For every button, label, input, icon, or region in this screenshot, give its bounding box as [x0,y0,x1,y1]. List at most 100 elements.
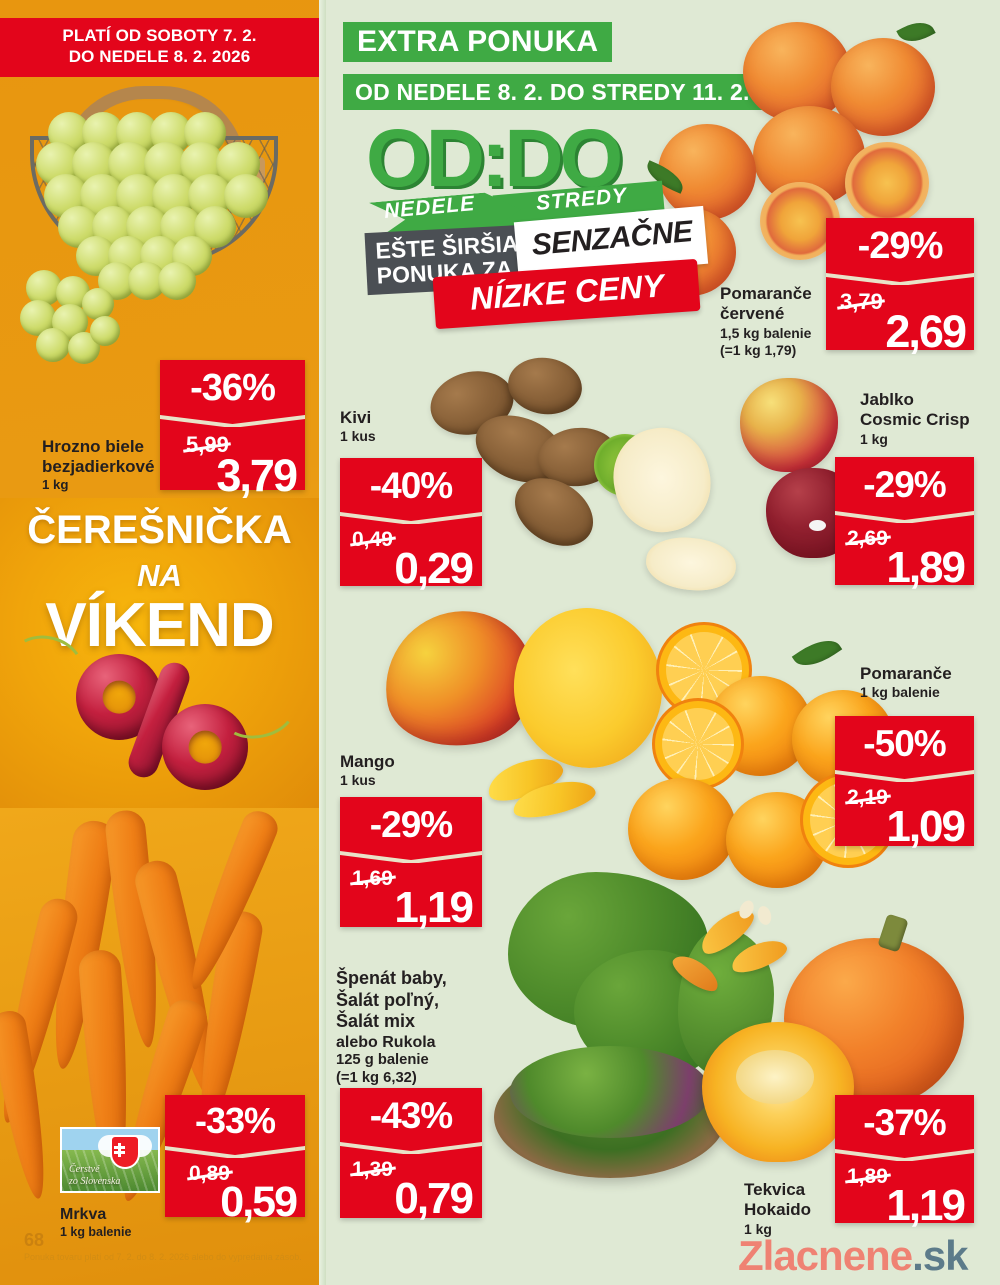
new-price-carrot: 0,59 [220,1178,298,1226]
discount-percent-kivi: -40% [369,465,453,506]
spenat-unit: 125 g balenie [336,1051,429,1068]
old-price-kivi: 0,49 [352,528,393,551]
new-price-mango: 1,19 [394,883,474,932]
pomarance-cervene-name-2: červené [720,304,785,324]
discount-percent-grapes: -36% [190,367,276,409]
grapes-photo [8,80,308,380]
page-number: 68 [24,1230,45,1250]
orange-leaf-3 [791,631,843,675]
pumpkin-seed-cavity [736,1050,814,1104]
discount-percent-mango: -29% [369,804,453,845]
pomarance-cervene-unit-note: (=1 kg 1,79) [720,341,797,358]
price-tag-pomarance-cervene: -29% 3,79 2,69 [826,218,974,354]
tag-notch [835,511,974,523]
discount-percent-spenat: -43% [369,1095,453,1136]
cherry-percent-graphic [1,627,301,798]
mango-half [506,600,670,776]
salad-mix-greens [510,1046,710,1138]
validity-date-banner: PLATÍ OD SOBOTY 7. 2. DO NEDELE 8. 2. 20… [0,18,319,78]
new-price-pomarance-cervene: 2,69 [885,306,967,357]
discount-percent-jablko: -29% [863,464,946,505]
tekvica-name-2: Hokaido [744,1200,812,1220]
price-tag-tekvica: -37% 1,89 1,19 [835,1095,974,1227]
extra-offer-text: EXTRA PONUKA [357,25,599,58]
extra-offer-banner: EXTRA PONUKA [343,22,613,62]
orange-cut-slice [662,708,734,780]
product-label-grapes: Hrozno biele bezjadierkové 1 kg [42,437,162,493]
apple-sticker [809,520,826,531]
mango-unit: 1 kus [340,772,376,789]
left-weekend-panel: PLATÍ OD SOBOTY 7. 2. DO NEDELE 8. 2. 20… [0,0,319,1285]
grape-berry [224,174,268,218]
discount-percent-pomarance-cervene: -29% [857,225,944,267]
product-label-pomarance-cervene: Pomaranče červené 1,5 kg balenie (=1 kg … [720,284,812,358]
tag-notch [340,512,482,524]
tag-notch [160,415,305,427]
price-tag-spenat: -43% 1,39 0,79 [340,1088,482,1220]
product-label-carrot: Mrkva 1 kg balenie [60,1206,131,1240]
promo-line-ceresnicka: ČEREŠNIČKA [27,508,292,552]
od-do-logo: OD:DO NEDELE STREDY EŠTE ŠIRŠIA PONUKA Z… [364,113,709,330]
grape-bunch-lower [20,270,138,378]
spenat-name-2: Šalát poľný, [336,989,439,1010]
new-price-tekvica: 1,19 [886,1181,966,1230]
kivi-unit: 1 kus [340,428,376,445]
old-price-spenat: 1,39 [352,1158,393,1181]
pumpkin-seed-2 [755,904,774,927]
discount-percent-carrot: -33% [194,1100,276,1141]
extra-offer-dates-banner: OD NEDELE 8. 2. DO STREDY 11. 2. [343,74,762,110]
apple-slice [643,533,739,595]
promo-line-na: NA [137,558,182,593]
spenat-alebo-word: alebo [336,1033,383,1051]
carrot-unit: 1 kg balenie [60,1224,132,1239]
blood-orange-4 [658,124,756,220]
tag-notch [340,851,482,863]
cherry-weekend-promo: ČEREŠNIČKA NA VÍKEND [0,498,319,808]
new-price-pomarance: 1,09 [886,802,966,851]
jablko-unit: 1 kg [860,430,888,447]
pomarance-name: Pomaranče [860,664,952,683]
tag-notch [165,1146,305,1158]
slovak-origin-badge: Čerstvé zo Slovenska [60,1127,160,1193]
tag-notch [835,1149,974,1161]
price-tag-jablko: -29% 2,69 1,89 [835,457,974,589]
extra-offer-dates-text: OD NEDELE 8. 2. DO STREDY 11. 2. [355,78,750,105]
kivi-name: Kivi [340,408,372,427]
right-extra-offer-panel: EXTRA PONUKA OD NEDELE 8. 2. DO STREDY 1… [326,0,1000,1285]
grapes-unit: 1 kg [42,477,69,493]
jablko-name-2: Cosmic Crisp [860,410,970,430]
grape-berry [82,288,114,320]
site-watermark: Zlacnene.sk [738,1232,968,1280]
grapes-name-line-1: Hrozno biele [42,437,145,456]
logo-od: OD [366,113,485,204]
old-price-pomarance-cervene: 3,79 [840,289,883,314]
new-price-kivi: 0,29 [394,544,474,593]
spenat-unit-note: (=1 kg 6,32) [336,1069,417,1086]
price-tag-grapes: -36% 5,99 3,79 [160,360,305,498]
blood-orange-cut-1 [845,142,929,224]
od-do-wordmark: OD:DO [366,113,623,204]
slovak-flag-shield-icon [112,1137,138,1167]
new-price-jablko: 1,89 [886,543,966,592]
discount-percent-tekvica: -37% [863,1102,946,1143]
spenat-name-3: Šalát mix [336,1011,416,1032]
product-label-kivi: Kivi 1 kus [340,408,376,445]
old-price-mango: 1,69 [352,867,393,890]
product-label-mango: Mango 1 kus [340,752,395,789]
product-label-tekvica: Tekvica Hokaido 1 kg [744,1180,811,1238]
spenat-name-1: Špenát baby, [336,968,447,988]
new-price-grapes: 3,79 [216,450,298,501]
tag-notch [835,770,974,782]
old-price-grapes: 5,99 [186,432,229,457]
badge-caption-line-1: Čerstvé [69,1164,100,1175]
cherry-percent-circle-bottom [162,704,248,790]
grape-berry [36,328,70,362]
pomarance-unit: 1 kg balenie [860,684,940,701]
price-tag-pomarance: -50% 2,19 1,09 [835,716,974,851]
orange-3 [628,778,736,880]
legal-disclaimer: Ponuka tovaru platí od 7. 2. do 8. 2. 20… [24,1252,302,1262]
pomarance-cervene-unit: 1,5 kg balenie [720,324,812,341]
validity-line-2: DO NEDELE 8. 2. 2026 [68,46,251,66]
product-label-spenat: Špenát baby, Šalát poľný, Šalát mix aleb… [336,968,447,1087]
